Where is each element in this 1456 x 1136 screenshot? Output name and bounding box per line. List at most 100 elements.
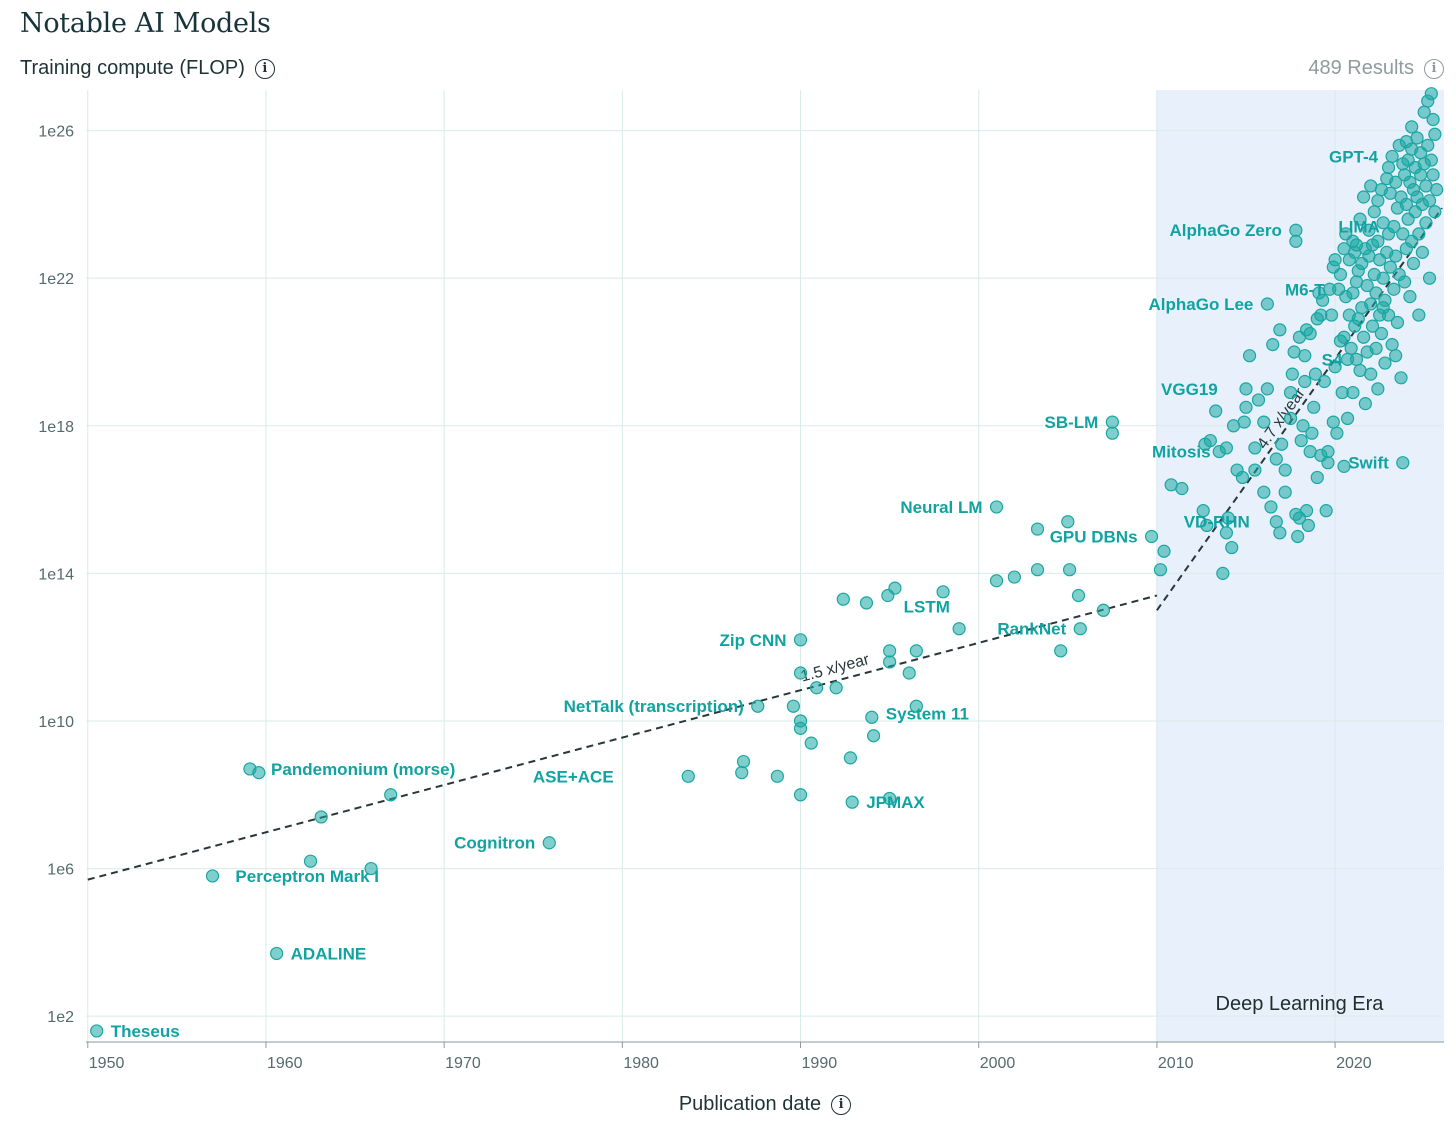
data-point: [364, 861, 378, 876]
data-point: [1007, 570, 1021, 584]
x-tick-label: 2010: [1158, 1055, 1194, 1072]
data-point: [1257, 415, 1271, 429]
data-point: [1273, 526, 1287, 540]
x-axis-title-text: Publication date: [678, 1093, 822, 1115]
data-point: [1248, 441, 1262, 455]
data-point: [1289, 223, 1303, 237]
label-layer: Theseus Perceptron Mark I ADALINE Pandemoni…: [111, 147, 1389, 1041]
data-point: [1385, 149, 1399, 164]
data-point: [793, 788, 808, 802]
results-count: 489 Results i: [1308, 57, 1444, 80]
data-point: [989, 500, 1004, 514]
data-point: [1333, 334, 1348, 348]
point-label: Mitosis: [1152, 443, 1211, 462]
data-point: [793, 721, 808, 735]
data-point: [1390, 315, 1405, 330]
point-label: Swift: [1348, 454, 1389, 473]
data-point: [909, 644, 923, 658]
data-point: [845, 795, 859, 809]
data-point: [1257, 485, 1271, 499]
data-point: [384, 788, 398, 802]
data-point: [1260, 297, 1274, 311]
data-point: [1356, 190, 1371, 204]
data-point: [1358, 397, 1372, 411]
era-band-label: Deep Learning Era: [1216, 993, 1385, 1015]
info-icon[interactable]: i: [1424, 58, 1444, 79]
data-point: [270, 946, 284, 961]
data-point: [1362, 223, 1376, 237]
data-point: [1283, 385, 1298, 400]
data-point: [888, 581, 902, 595]
data-point: [829, 681, 843, 695]
data-point: [1349, 352, 1364, 366]
data-point: [883, 791, 897, 806]
data-point: [1403, 290, 1417, 304]
data-point: [1260, 382, 1274, 396]
data-point: [1406, 256, 1421, 271]
data-point: [1285, 367, 1299, 381]
point-label: System 11: [886, 705, 969, 724]
data-point: [883, 644, 897, 658]
point-label: Neural LM: [900, 498, 982, 517]
data-point: [1105, 426, 1119, 440]
data-point: [1365, 319, 1380, 333]
data-point: [1291, 529, 1305, 544]
data-point: [303, 854, 318, 868]
data-point: [1328, 360, 1342, 374]
data-point: [1399, 197, 1413, 211]
point-label: M6-T: [1285, 280, 1325, 299]
data-point: [1369, 286, 1383, 300]
data-point: [1219, 526, 1233, 540]
data-point: [1237, 415, 1251, 429]
data-point: [1424, 87, 1438, 101]
y-tick-label: 1e26: [38, 124, 74, 141]
data-point: [1351, 312, 1365, 326]
info-icon[interactable]: i: [254, 58, 275, 79]
data-point: [1239, 382, 1253, 396]
data-point: [809, 681, 824, 695]
data-point: [1299, 504, 1314, 518]
data-point: [1330, 426, 1344, 440]
data-point: [252, 766, 266, 780]
data-point: [1153, 563, 1168, 577]
data-point: [1430, 183, 1444, 197]
y-tick-label: 1e2: [47, 1009, 74, 1026]
data-point: [1387, 219, 1401, 234]
data-point: [1321, 456, 1335, 470]
data-point: [804, 736, 818, 750]
y-tick-label: 1e18: [38, 419, 74, 436]
data-point: [1294, 433, 1308, 448]
data-point: [1389, 175, 1403, 189]
data-point: [1412, 308, 1426, 322]
data-point: [1414, 168, 1428, 182]
data-point: [1317, 374, 1331, 389]
point-label: LSTM: [904, 598, 950, 617]
data-point: [1269, 515, 1283, 529]
y-axis-title-text: Training compute (FLOP): [20, 57, 245, 79]
data-point: [1374, 326, 1389, 341]
data-point: [1428, 205, 1442, 219]
data-point: [883, 655, 897, 669]
x-axis-title: Publication date i: [0, 1093, 1456, 1116]
data-point: [770, 769, 784, 783]
x-tick-label: 1980: [623, 1055, 659, 1072]
y-tick-label: 1e22: [38, 271, 74, 288]
info-icon[interactable]: i: [831, 1094, 852, 1115]
point-label: Theseus: [111, 1022, 180, 1041]
data-point: [1419, 216, 1433, 230]
y-tick-label: 1e14: [38, 566, 74, 583]
data-point: [1426, 168, 1440, 182]
point-label: GPU DBNs: [1050, 527, 1138, 546]
data-point: [1378, 356, 1392, 370]
data-point: [1073, 622, 1087, 636]
data-point: [1349, 238, 1364, 252]
data-point: [1344, 341, 1358, 355]
data-point: [1316, 293, 1330, 307]
data-point: [1303, 326, 1317, 341]
data-point: [1314, 308, 1328, 322]
data-point: [902, 666, 916, 680]
data-point: [1389, 249, 1403, 263]
data-point: [1248, 463, 1262, 477]
data-point: [1337, 459, 1351, 473]
